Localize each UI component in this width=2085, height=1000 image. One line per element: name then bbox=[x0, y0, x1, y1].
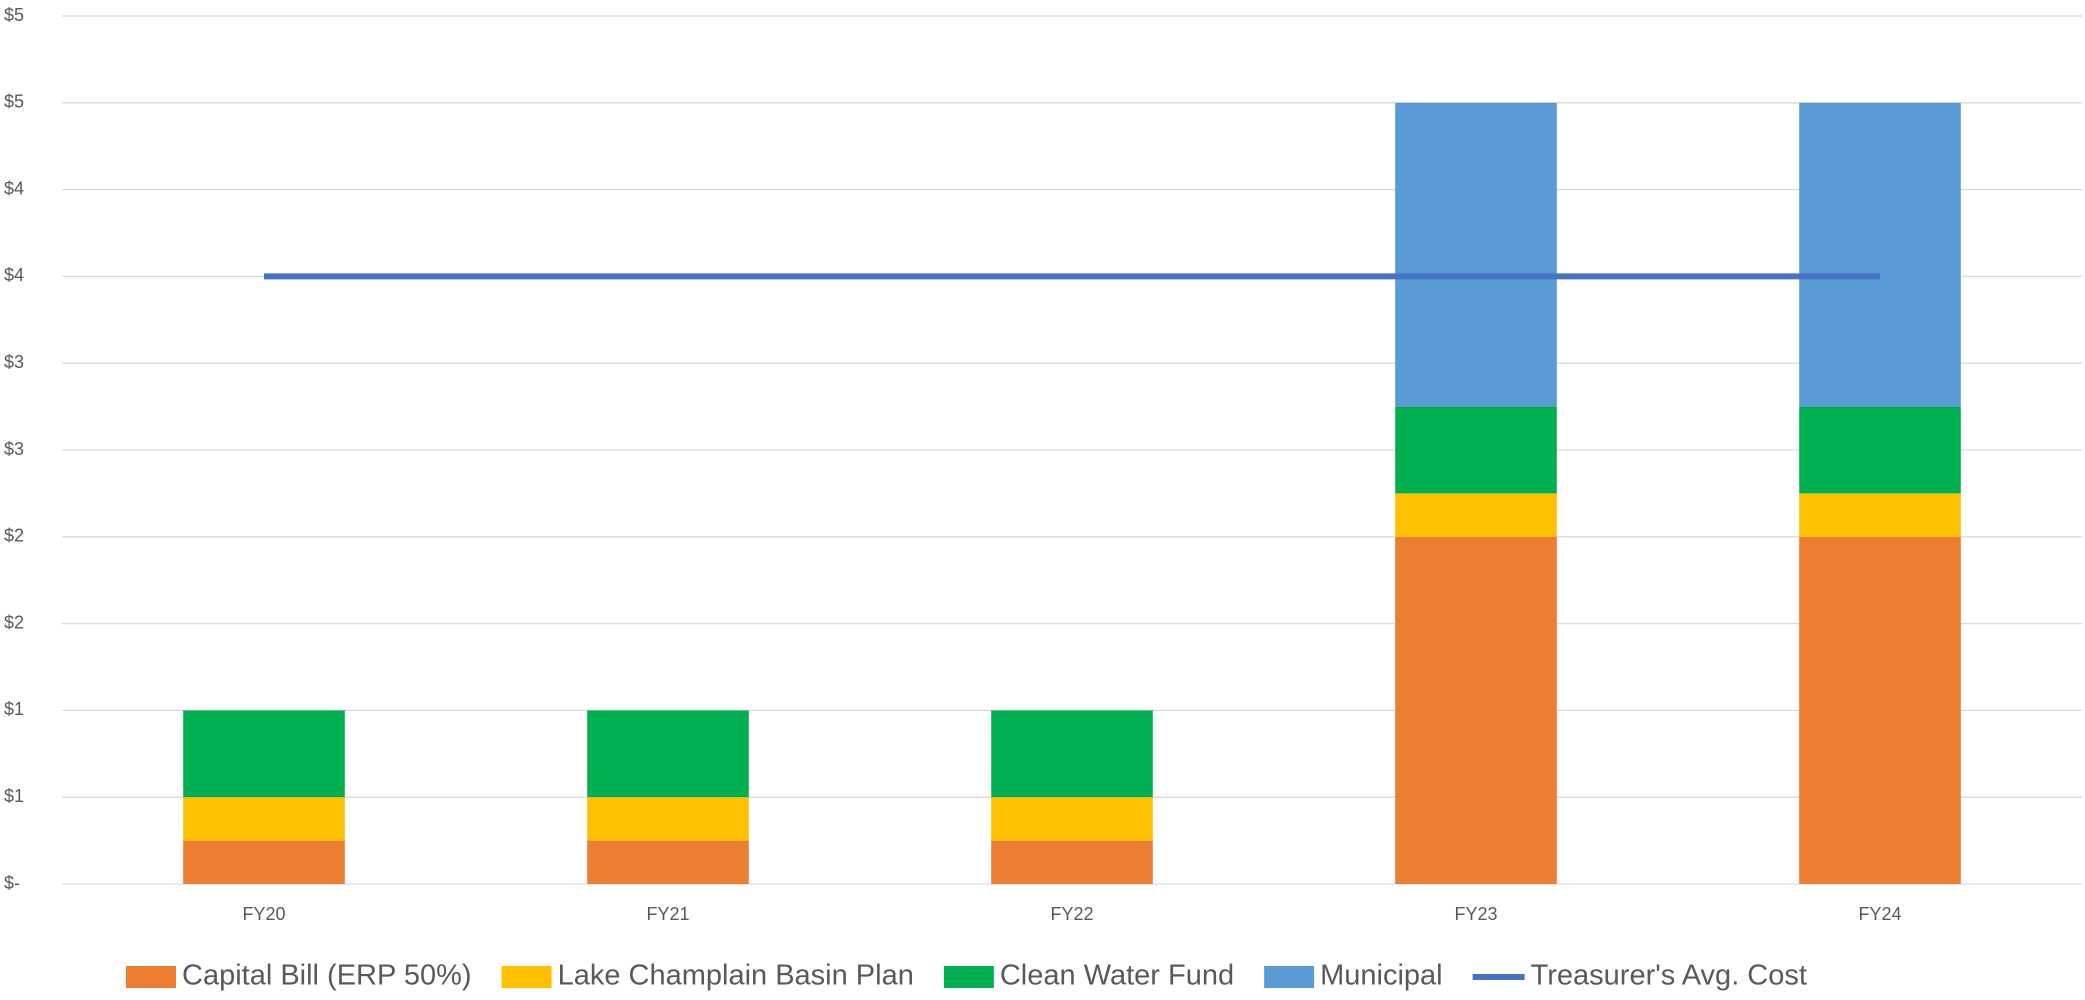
y-tick-label: $2 bbox=[4, 612, 24, 632]
bar-segment bbox=[183, 797, 345, 841]
y-tick-label: $4 bbox=[4, 178, 24, 198]
bar-segment bbox=[183, 840, 345, 884]
bar-segment bbox=[1395, 406, 1557, 494]
y-tick-label: $4 bbox=[4, 265, 24, 285]
y-tick-label: $3 bbox=[4, 352, 24, 372]
bar-segment bbox=[1799, 406, 1961, 494]
y-tick-label: $1 bbox=[4, 786, 24, 806]
x-tick-label: FY24 bbox=[1858, 904, 1901, 924]
x-tick-label: FY21 bbox=[646, 904, 689, 924]
bar-segment bbox=[183, 710, 345, 798]
y-tick-label: $5 bbox=[4, 92, 24, 112]
legend-swatch bbox=[126, 966, 176, 988]
legend-swatch bbox=[1264, 966, 1315, 988]
bar-segment bbox=[991, 797, 1153, 841]
y-tick-label: $2 bbox=[4, 526, 24, 546]
legend-label: Capital Bill (ERP 50%) bbox=[182, 960, 472, 992]
y-tick-label: $- bbox=[4, 873, 20, 893]
y-tick-label: $1 bbox=[4, 699, 24, 719]
bar-segment bbox=[1395, 536, 1557, 884]
bar-segment bbox=[1799, 493, 1961, 537]
bar-segment bbox=[1395, 493, 1557, 537]
legend-swatch bbox=[501, 966, 552, 988]
bar-segment bbox=[587, 797, 749, 841]
bar-segment bbox=[1799, 102, 1961, 407]
bar-segment bbox=[1395, 102, 1557, 407]
x-tick-label: FY23 bbox=[1454, 904, 1497, 924]
y-tick-label: $5 bbox=[4, 5, 24, 25]
bar-segment bbox=[991, 710, 1153, 798]
legend-label: Lake Champlain Basin Plan bbox=[558, 960, 914, 992]
legend-label: Treasurer's Avg. Cost bbox=[1531, 960, 1807, 992]
legend-label: Municipal bbox=[1320, 960, 1443, 992]
bar-segment bbox=[991, 840, 1153, 884]
y-tick-label: $3 bbox=[4, 439, 24, 459]
bar-segment bbox=[587, 840, 749, 884]
bar-segment bbox=[587, 710, 749, 798]
legend-label: Clean Water Fund bbox=[1000, 960, 1234, 992]
legend-swatch bbox=[943, 966, 994, 988]
x-tick-label: FY20 bbox=[242, 904, 285, 924]
bar-segment bbox=[1799, 536, 1961, 884]
x-tick-label: FY22 bbox=[1050, 904, 1093, 924]
